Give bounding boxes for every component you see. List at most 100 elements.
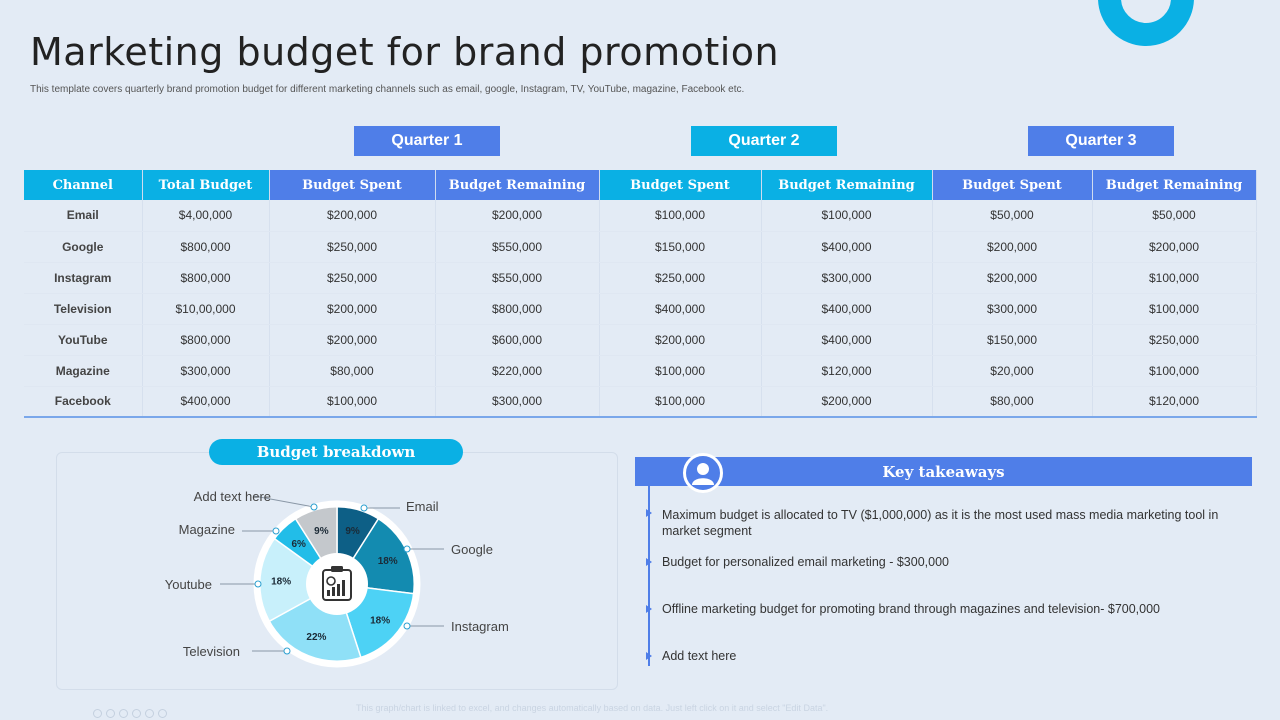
table-cell: $400,000 [599,293,762,325]
callout-dot [272,527,280,535]
table-cell: $150,000 [599,231,762,263]
table-cell: $220,000 [435,355,600,387]
page-subtitle: This template covers quarterly brand pro… [30,84,745,95]
table-cell-channel: Facebook [24,386,143,418]
header-q3-spent: Budget Spent [932,170,1093,200]
table-cell-channel: Email [24,200,143,232]
takeaway-item-3: Offline marketing budget for promoting b… [662,602,1160,616]
quarter-1-label: Quarter 1 [354,126,500,156]
decorative-ring [1098,0,1194,46]
table-cell: $10,00,000 [142,293,270,325]
budget-table: Channel Total Budget Budget Spent Budget… [24,170,1257,418]
table-row: Instagram $800,000 $250,000 $550,000 $250,00… [24,262,1257,294]
pie-value-label: 18% [370,616,390,627]
table-cell: $300,000 [435,386,600,418]
table-cell-channel: YouTube [24,324,143,356]
table-cell: $20,000 [932,355,1093,387]
footer-note: This graph/chart is linked to excel, and… [356,703,829,713]
key-takeaways-title: Key takeaways [635,457,1252,486]
table-cell: $250,000 [269,231,436,263]
table-cell: $50,000 [1092,200,1257,232]
page-title: Marketing budget for brand promotion [30,30,780,74]
table-cell: $200,000 [269,324,436,356]
table-cell-channel: Television [24,293,143,325]
table-cell: $250,000 [269,262,436,294]
takeaway-item-4: Add text here [662,649,737,663]
pie-category-label: Add text here [194,489,271,504]
pie-value-label: 9% [345,526,360,537]
callout-dot [403,545,411,553]
table-header-row: Channel Total Budget Budget Spent Budget… [24,170,1257,200]
table-cell-channel: Magazine [24,355,143,387]
table-cell: $800,000 [142,231,270,263]
table-cell: $600,000 [435,324,600,356]
table-cell: $120,000 [1092,386,1257,418]
takeaway-item-1: Maximum budget is allocated to TV ($1,00… [662,508,1219,538]
takeaway-bullet-icon [646,652,652,660]
pie-value-label: 18% [378,556,398,567]
table-cell: $100,000 [599,386,762,418]
table-row: YouTube $800,000 $200,000 $600,000 $200,000 $… [24,324,1257,356]
table-cell: $80,000 [932,386,1093,418]
takeaway-bullet-icon [646,509,652,517]
table-cell-channel: Google [24,231,143,263]
table-cell: $400,000 [142,386,270,418]
table-cell: $4,00,000 [142,200,270,232]
table-cell: $100,000 [761,200,933,232]
table-cell: $300,000 [932,293,1093,325]
table-cell: $400,000 [761,293,933,325]
callout-line [253,495,315,508]
budget-pie-chart: 9% Email 18% Google 18% Instagram 22% Televisio… [165,489,509,668]
header-q2-spent: Budget Spent [599,170,762,200]
pie-value-label: 9% [314,526,329,537]
table-cell: $50,000 [932,200,1093,232]
callout-dot [283,647,291,655]
pie-value-label: 18% [271,577,291,588]
takeaway-bullet-icon [646,605,652,613]
table-cell: $800,000 [142,262,270,294]
header-total-budget: Total Budget [142,170,270,200]
table-cell: $150,000 [932,324,1093,356]
pie-value-label: 6% [291,539,306,550]
table-cell: $200,000 [1092,231,1257,263]
table-cell: $200,000 [269,200,436,232]
takeaway-bullet-icon [646,558,652,566]
table-cell: $100,000 [1092,293,1257,325]
table-cell: $250,000 [599,262,762,294]
quarter-3-label: Quarter 3 [1028,126,1174,156]
table-row: Google $800,000 $250,000 $550,000 $150,000 $4… [24,231,1257,263]
table-cell: $100,000 [269,386,436,418]
table-cell: $120,000 [761,355,933,387]
callout-dot [254,580,262,588]
pie-category-label: Email [406,499,439,514]
table-cell: $550,000 [435,262,600,294]
header-q1-remaining: Budget Remaining [435,170,600,200]
table-cell: $100,000 [1092,262,1257,294]
table-cell: $200,000 [761,386,933,418]
table-cell: $300,000 [142,355,270,387]
clipboard-chart-icon [322,566,352,601]
takeaway-item-2: Budget for personalized email marketing … [662,555,949,569]
pie-category-label: Magazine [179,522,235,537]
pie-category-label: Television [183,644,240,659]
table-cell: $200,000 [932,231,1093,263]
table-cell: $800,000 [142,324,270,356]
table-cell: $400,000 [761,324,933,356]
pie-category-label: Instagram [451,619,509,634]
pie-category-label: Google [451,542,493,557]
table-row: Facebook $400,000 $100,000 $300,000 $100,000… [24,386,1257,418]
header-channel: Channel [24,170,143,200]
pie-value-label: 22% [306,632,326,643]
callout-dot [403,622,411,630]
callout-dot [360,504,368,512]
header-q2-remaining: Budget Remaining [761,170,933,200]
callout-dot [310,503,318,511]
table-cell: $100,000 [599,200,762,232]
table-cell: $200,000 [599,324,762,356]
table-row: Television $10,00,000 $200,000 $800,000 $400… [24,293,1257,325]
pie-category-label: Youtube [165,577,212,592]
table-cell: $100,000 [1092,355,1257,387]
table-row: Magazine $300,000 $80,000 $220,000 $100,000 $… [24,355,1257,387]
table-cell: $800,000 [435,293,600,325]
table-cell: $200,000 [435,200,600,232]
